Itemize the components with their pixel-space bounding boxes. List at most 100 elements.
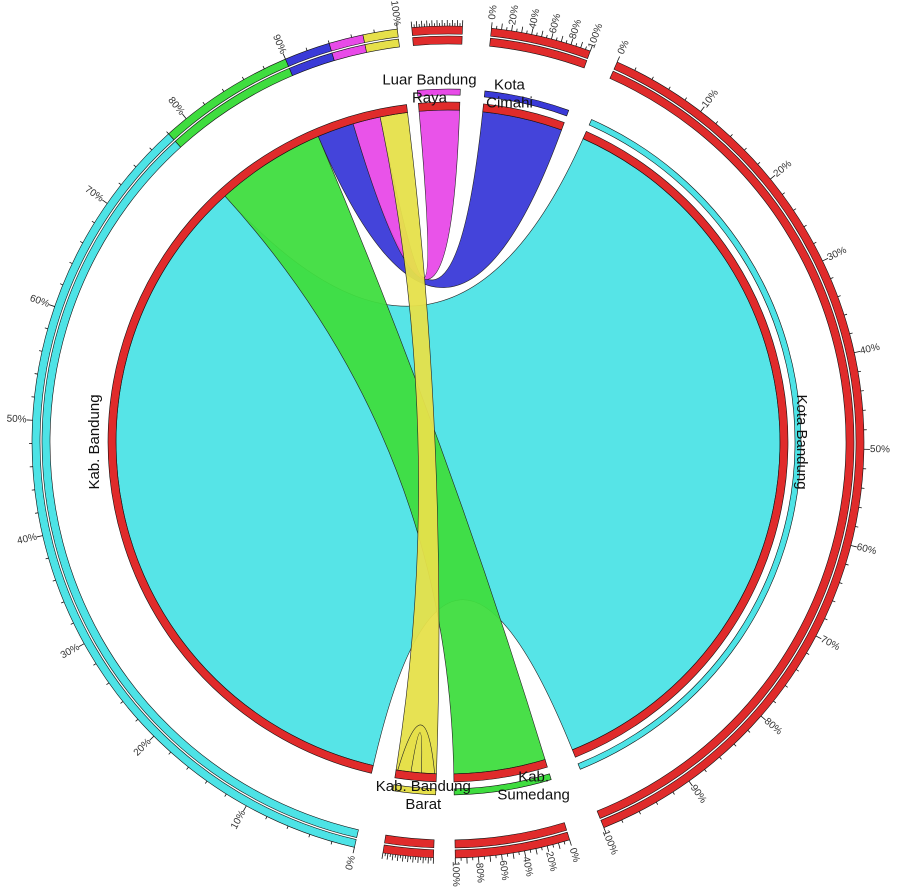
tick-kab_bandung_barat-80 bbox=[391, 854, 394, 861]
region-label-kab_bandung_barat: Kab. Bandung Barat bbox=[376, 778, 471, 813]
tick-kota_cimahi-40 bbox=[531, 28, 534, 35]
tick-kota_bandung-18 bbox=[757, 161, 761, 165]
tick-label-kab_sumedang-40: 40% bbox=[520, 856, 535, 878]
region-label-line: Sumedang bbox=[497, 786, 570, 803]
tick-kota_bandung-30 bbox=[822, 257, 829, 262]
tick-kab_bandung-18 bbox=[168, 751, 172, 755]
tick-kota_bandung-12 bbox=[715, 121, 719, 124]
tick-kota_cimahi-75 bbox=[565, 40, 568, 44]
inner-ring-luar_bandung_raya bbox=[418, 101, 461, 112]
tick-label-kota_bandung-30: 30% bbox=[826, 245, 849, 264]
tick-label-kab_bandung-100: 100% bbox=[388, 0, 402, 27]
tick-label-kab_sumedang-60: 60% bbox=[497, 860, 511, 881]
region-label-line: Barat bbox=[405, 796, 442, 813]
region-label-kab_bandung: Kab. Bandung bbox=[86, 394, 103, 489]
tick-label-kota_bandung-90: 90% bbox=[688, 783, 709, 806]
tick-kota_bandung-92 bbox=[672, 791, 675, 795]
tick-label-kota_cimahi-20: 20% bbox=[507, 4, 521, 26]
tick-label-kota_bandung-70: 70% bbox=[819, 634, 842, 653]
outer-ring-b-luar_bandung_raya bbox=[411, 25, 463, 36]
tick-kota_bandung-86 bbox=[719, 756, 722, 760]
tick-kab_sumedang-10 bbox=[558, 842, 561, 849]
tick-kota_cimahi-50 bbox=[541, 30, 544, 37]
tick-kota_bandung-2 bbox=[634, 67, 637, 71]
tick-label-kab_bandung-40: 40% bbox=[16, 532, 38, 547]
tick-kota_cimahi-100 bbox=[589, 45, 593, 52]
tick-kota_bandung-98 bbox=[621, 819, 624, 823]
tick-kota_bandung-84 bbox=[733, 743, 737, 747]
tick-kab_bandung-84 bbox=[221, 88, 225, 92]
tick-kota_cimahi-60 bbox=[551, 33, 554, 40]
region-label-line: Kab. bbox=[518, 768, 549, 785]
tick-kab_bandung-8 bbox=[265, 816, 268, 820]
tick-kab_bandung-86 bbox=[241, 76, 245, 80]
tick-kota_bandung-42 bbox=[857, 370, 862, 373]
tick-label-kab_bandung-10: 10% bbox=[229, 808, 248, 831]
tick-label-kota_bandung-50: 50% bbox=[870, 444, 890, 455]
tick-kota_bandung-32 bbox=[830, 277, 834, 280]
tick-label-kab_bandung-50: 50% bbox=[6, 414, 27, 426]
tick-kab_bandung-26 bbox=[106, 682, 110, 686]
region-label-line: Kota bbox=[494, 76, 526, 93]
tick-kab_sumedang-45 bbox=[518, 851, 520, 855]
inner-ring-kab_bandung bbox=[107, 104, 408, 774]
tick-kota_cimahi-0 bbox=[491, 22, 493, 29]
tick-kota_bandung-96 bbox=[638, 811, 641, 815]
tick-kota_bandung-36 bbox=[844, 313, 848, 316]
tick-kota_bandung-94 bbox=[655, 801, 659, 805]
tick-kab_bandung-62 bbox=[59, 283, 63, 286]
tick-kab_sumedang-40 bbox=[524, 850, 527, 857]
tick-kab_bandung-56 bbox=[39, 350, 43, 352]
middle-ring-luar_bandung_raya bbox=[416, 88, 461, 97]
tick-kab_bandung-80 bbox=[182, 113, 187, 119]
tick-kota_bandung-34 bbox=[837, 295, 841, 298]
outer-ring-a-kota_cimahi bbox=[489, 37, 588, 69]
tick-kota_bandung-4 bbox=[651, 76, 654, 80]
tick-kota_bandung-64 bbox=[839, 582, 843, 585]
tick-kab_sumedang-50 bbox=[512, 852, 515, 859]
tick-kab_sumedang-70 bbox=[489, 855, 492, 862]
tick-kab_bandung-92 bbox=[305, 47, 308, 51]
tick-kota_bandung-60 bbox=[850, 545, 857, 548]
region-label-luar_bandung_raya: Luar Bandung Raya bbox=[382, 71, 476, 106]
tick-kab_bandung-78 bbox=[166, 131, 169, 135]
tick-label-kab_sumedang-80: 80% bbox=[473, 862, 485, 883]
tick-kab_bandung-58 bbox=[44, 327, 48, 330]
tick-kota_bandung-28 bbox=[813, 241, 817, 244]
tick-label-kota_bandung-80: 80% bbox=[762, 716, 784, 738]
tick-kab_bandung-66 bbox=[79, 241, 83, 244]
tick-kab_bandung_barat-90 bbox=[386, 853, 389, 860]
tick-kab_bandung-0 bbox=[352, 847, 355, 854]
tick-kota_bandung-10 bbox=[700, 106, 705, 112]
tick-label-kota_cimahi-0: 0% bbox=[487, 5, 499, 21]
tick-kota_bandung-90 bbox=[688, 780, 693, 787]
tick-kota_bandung-16 bbox=[744, 147, 747, 151]
region-label-line: Kab. Bandung bbox=[376, 778, 471, 795]
tick-kab_sumedang-5 bbox=[563, 841, 566, 845]
tick-kota_bandung-14 bbox=[730, 134, 733, 137]
stack-kab_bandung-kab_bandung_barat-408 bbox=[362, 28, 399, 43]
tick-kab_bandung_barat-60 bbox=[402, 855, 404, 862]
tick-kab_bandung-40 bbox=[36, 535, 43, 538]
tick-kota_cimahi-35 bbox=[526, 30, 528, 34]
region-label-line: Luar Bandung bbox=[382, 71, 476, 88]
tick-kab_bandung-12 bbox=[224, 793, 227, 797]
middle-ring-kota_cimahi bbox=[483, 90, 570, 117]
tick-kab_bandung-2 bbox=[330, 841, 333, 845]
tick-kota_bandung-62 bbox=[845, 563, 849, 566]
tick-kab_sumedang-20 bbox=[546, 845, 550, 852]
outer-ring-b-kab_bandung_barat bbox=[382, 844, 435, 859]
inner-ring-kab_bandung_barat bbox=[394, 769, 437, 783]
tick-kab_bandung_barat-70 bbox=[396, 854, 399, 861]
region-label-line: Kota Bandung bbox=[793, 394, 810, 489]
tick-kab_bandung_barat-40 bbox=[412, 856, 414, 863]
tick-kota_cimahi-45 bbox=[536, 32, 538, 36]
tick-kab_bandung-88 bbox=[262, 65, 265, 69]
tick-kota_bandung-88 bbox=[704, 769, 707, 773]
region-label-kota_cimahi: Kota Cimahi bbox=[486, 76, 533, 111]
tick-kab_bandung-24 bbox=[120, 701, 124, 704]
tick-kab_bandung-32 bbox=[70, 622, 74, 625]
tick-kab_bandung-22 bbox=[135, 718, 139, 722]
tick-kota_bandung-0 bbox=[616, 56, 621, 63]
